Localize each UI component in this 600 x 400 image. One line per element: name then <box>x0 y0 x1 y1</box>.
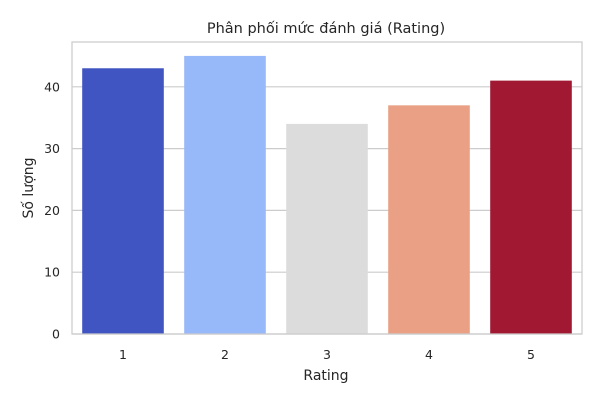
y-tick-label: 40 <box>44 79 60 94</box>
x-axis-label: Rating <box>303 368 348 384</box>
y-tick-label: 0 <box>52 327 60 342</box>
x-tick-label: 5 <box>527 347 535 362</box>
y-tick-label: 10 <box>44 265 60 280</box>
bar-rating-5 <box>490 80 572 335</box>
bar-rating-4 <box>388 105 470 334</box>
bars <box>82 55 572 335</box>
y-tick-labels: 0 10 20 30 40 <box>44 79 60 341</box>
y-tick-label: 20 <box>44 203 60 218</box>
bar-rating-3 <box>286 123 368 334</box>
x-tick-label: 2 <box>221 347 229 362</box>
y-tick-label: 30 <box>44 141 60 156</box>
x-tick-label: 4 <box>425 347 433 362</box>
x-tick-label: 1 <box>119 347 127 362</box>
bar-rating-2 <box>184 55 266 335</box>
bar-rating-1 <box>82 68 164 334</box>
y-axis-label: Số lượng <box>20 158 37 219</box>
chart-title: Phân phối mức đánh giá (Rating) <box>207 20 445 37</box>
x-tick-label: 3 <box>323 347 331 362</box>
plot-frame <box>71 41 583 335</box>
x-tick-labels: 1 2 3 4 5 <box>119 347 535 362</box>
